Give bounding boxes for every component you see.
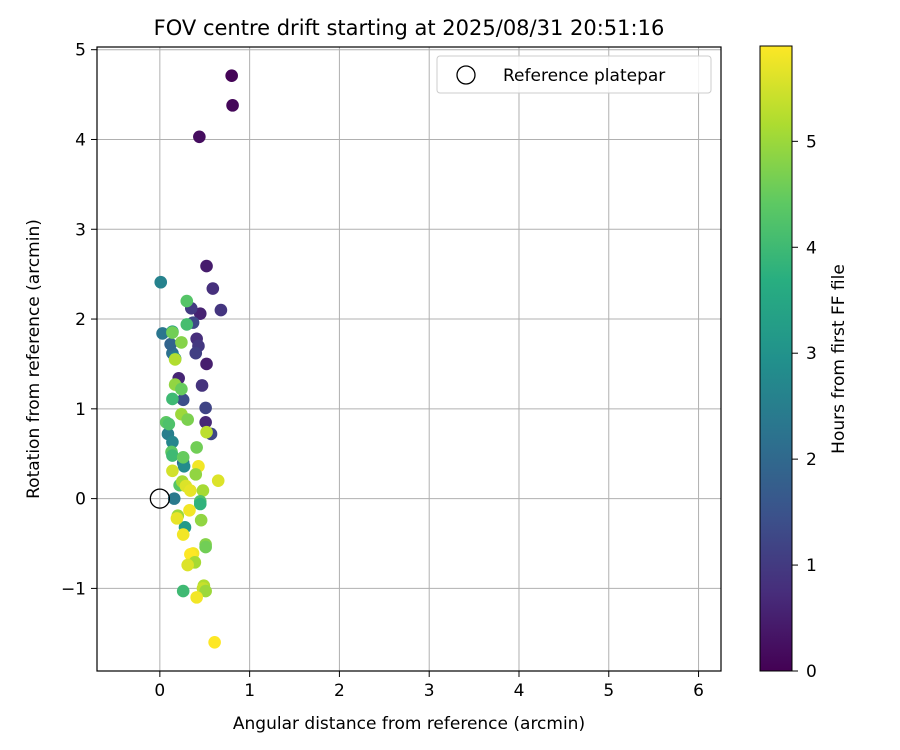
legend: Reference platepar [436,55,712,94]
data-point [196,484,210,497]
data-point [176,451,190,464]
reference-platepar-marker [149,488,170,509]
y-tick-label: 2 [75,310,86,330]
legend-box [436,55,712,94]
data-point [199,584,212,598]
data-point [181,413,194,426]
data-point [189,346,203,360]
data-point [164,337,177,351]
data-point [167,492,181,505]
data-point [184,484,197,497]
data-point [226,99,239,112]
colorbar: 0 1 2 3 4 5 Hours from first FF file [759,45,849,682]
chart-title: FOV centre drift starting at 2025/08/31 … [154,16,665,40]
data-point [166,449,179,462]
legend-label: Reference platepar [503,66,665,86]
data-point [181,558,194,572]
data-point [195,379,209,392]
plot-frame [96,46,722,672]
y-tick-label: 4 [75,130,86,150]
colorbar-tick-label: 2 [806,450,817,470]
colorbar-tick-label: 0 [806,662,817,682]
y-tick-label: 3 [75,220,86,240]
data-point [166,392,179,406]
data-point [200,259,213,273]
data-point [176,584,190,598]
data-point [180,294,194,308]
data-point [211,474,225,487]
data-point [199,401,212,415]
data-point [193,497,207,511]
x-axis-ticks: 0 1 2 3 4 5 6 [154,671,704,701]
data-point [175,382,188,396]
x-tick-label: 1 [244,681,255,701]
colorbar-tick-label: 4 [806,238,817,258]
y-tick-label: 1 [75,400,86,420]
colorbar-label: Hours from first FF file [829,264,849,454]
data-point [199,540,212,554]
x-axis-label: Angular distance from reference (arcmin) [233,714,585,734]
y-tick-label: 5 [75,41,86,61]
data-point [208,635,221,649]
data-point [176,393,190,407]
data-point [183,503,196,517]
data-point [193,130,206,144]
data-point [199,415,212,429]
data-point [206,282,220,295]
colorbar-tick-label: 5 [806,132,817,152]
x-tick-label: 3 [424,681,435,701]
y-tick-label: 0 [75,490,86,510]
colorbar-tick-label: 3 [806,344,817,364]
data-point [200,425,213,439]
colorbar-ticks: 0 1 2 3 4 5 [792,132,817,682]
data-point [190,441,203,454]
x-tick-label: 0 [154,681,165,701]
data-point [166,464,179,478]
y-axis-label: Rotation from reference (arcmin) [24,219,44,499]
data-point [225,69,238,83]
data-point [175,336,188,349]
data-point [154,275,168,289]
data-point [156,327,169,340]
y-tick-label: −1 [61,579,86,599]
data-point [168,353,182,366]
data-point [214,303,228,317]
x-tick-label: 5 [603,681,614,701]
data-point [166,435,179,449]
data-points [149,69,239,649]
data-point [176,528,190,541]
colorbar-gradient [759,45,793,672]
x-tick-label: 6 [693,681,704,701]
legend-reference-marker [456,65,476,85]
data-point [162,417,176,431]
data-point [170,512,184,525]
data-point [189,468,203,481]
colorbar-tick-label: 1 [806,556,817,576]
data-point [194,513,208,527]
y-axis-ticks: −1 0 1 2 3 4 5 [61,41,97,599]
data-point [190,591,203,604]
data-point [166,326,179,339]
data-point [200,357,213,371]
grid [97,47,721,671]
x-tick-label: 2 [334,681,345,701]
data-point [180,318,194,331]
x-tick-label: 4 [514,681,525,701]
